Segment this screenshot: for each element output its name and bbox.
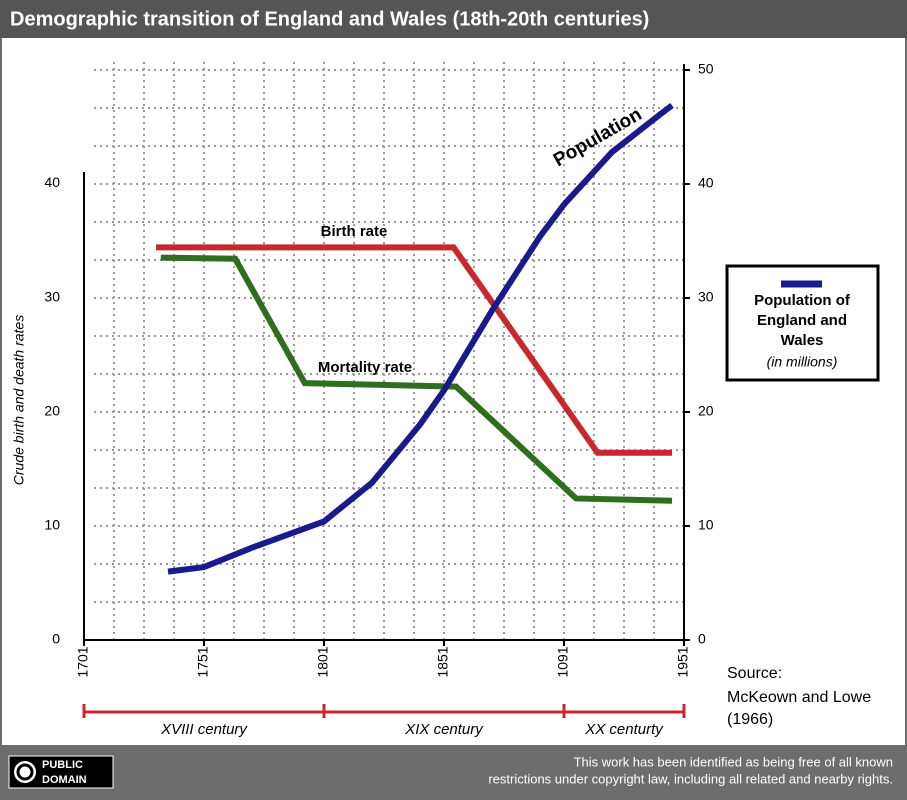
y-tick-label: 40 [44,174,60,190]
y2-tick-label: 10 [698,517,714,533]
series-label: Birth rate [321,223,388,240]
y2-tick-label: 0 [698,631,706,647]
legend-text: (in millions) [767,354,838,370]
y-tick-label: 10 [44,517,60,533]
source: McKeown and Lowe [727,689,871,706]
period-label: XIX century [404,721,484,738]
y-tick-label: 20 [44,402,60,418]
y-tick-label: 30 [44,288,60,304]
series-line [160,254,673,504]
x-tick-label: 1801 [315,646,331,677]
x-tick-label: 1091 [555,646,571,677]
legend-text: Population of [754,292,851,309]
x-tick-label: 1701 [75,646,91,677]
badge-text: PUBLIC [42,759,83,771]
x-tick-label: 1951 [675,646,691,677]
x-tick-label: 1851 [435,646,451,677]
x-tick-label: 1751 [195,646,211,677]
source: Source: [727,665,782,682]
chart-title: Demographic transition of England and Wa… [10,8,649,30]
y-axis-label: Crude birth and death rates [11,315,27,485]
footer-bar [0,745,907,800]
series-line [156,244,672,456]
title-bar [0,0,907,38]
series-label: Mortality rate [318,359,412,376]
source: (1966) [727,711,773,728]
series-line [167,102,674,575]
period-label: XX centurty [584,721,664,738]
badge-text: DOMAIN [42,774,87,786]
y2-tick-label: 40 [698,175,714,191]
legend-text: Wales [781,332,824,349]
y2-tick-label: 20 [698,403,714,419]
y2-tick-label: 30 [698,289,714,305]
legend-text: England and [757,312,847,329]
badge-icon-inner [16,763,34,781]
period-label: XVIII century [160,721,248,738]
footer-text: restrictions under copyright law, includ… [488,771,893,786]
y2-tick-label: 50 [698,61,714,77]
footer-text: This work has been identified as being f… [574,754,893,769]
y-tick-label: 0 [52,631,60,647]
